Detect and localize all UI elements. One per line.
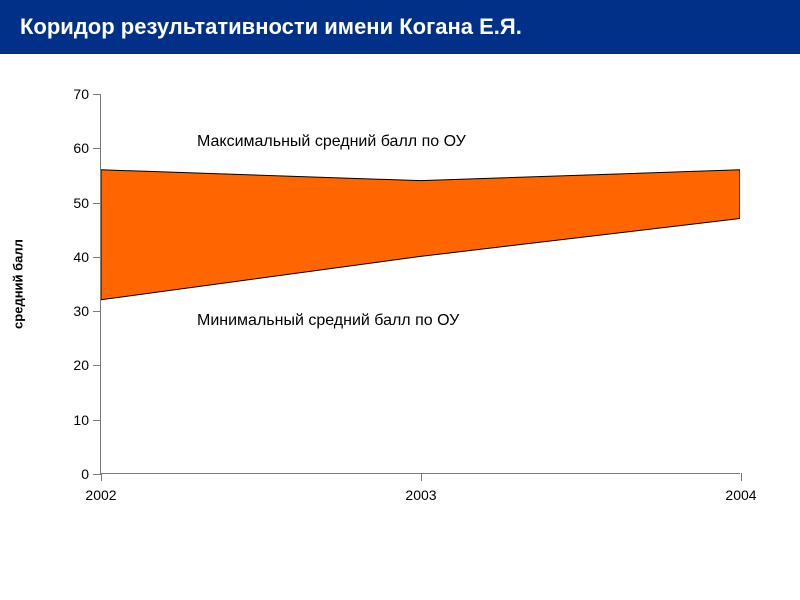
y-tick-label: 60 xyxy=(53,140,89,156)
x-tick xyxy=(741,473,742,481)
chart-container: средний балл 010203040506070200220032004… xyxy=(30,94,770,474)
y-tick-label: 30 xyxy=(53,303,89,319)
chart-annotation: Минимальный средний балл по ОУ xyxy=(197,312,459,330)
x-tick-label: 2002 xyxy=(85,487,116,503)
y-tick xyxy=(93,311,101,312)
y-tick-label: 10 xyxy=(53,412,89,428)
y-tick xyxy=(93,257,101,258)
y-tick xyxy=(93,420,101,421)
y-tick xyxy=(93,203,101,204)
y-tick-label: 50 xyxy=(53,195,89,211)
x-tick-label: 2003 xyxy=(405,487,436,503)
x-tick xyxy=(101,473,102,481)
y-tick xyxy=(93,474,101,475)
y-tick-label: 40 xyxy=(53,249,89,265)
y-axis-label: средний балл xyxy=(11,239,26,329)
chart-annotation: Максимальный средний балл по ОУ xyxy=(197,133,466,151)
page-header: Коридор результативности имени Когана Е.… xyxy=(0,0,800,54)
y-tick xyxy=(93,94,101,95)
y-tick-label: 0 xyxy=(53,466,89,482)
x-tick xyxy=(421,473,422,481)
y-tick xyxy=(93,148,101,149)
area-fill xyxy=(101,94,740,473)
y-tick xyxy=(93,365,101,366)
plot-area: 010203040506070200220032004Максимальный … xyxy=(100,94,740,474)
x-tick-label: 2004 xyxy=(725,487,756,503)
page-title: Коридор результативности имени Когана Е.… xyxy=(20,14,522,39)
y-tick-label: 20 xyxy=(53,357,89,373)
y-tick-label: 70 xyxy=(53,86,89,102)
